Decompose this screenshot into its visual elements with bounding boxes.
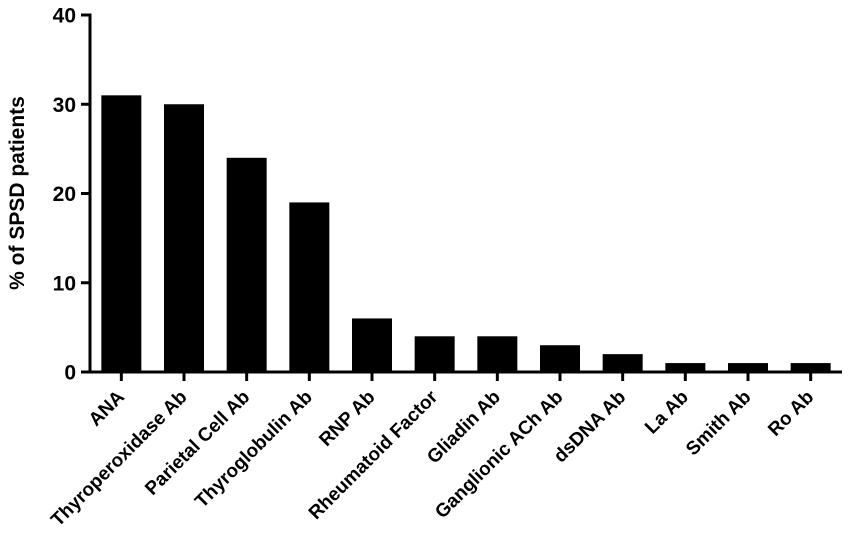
- y-tick-label: 10: [53, 272, 76, 295]
- x-category-label: Smith Ab: [682, 387, 755, 460]
- x-category-label: Thyroglobulin Ab: [191, 387, 317, 513]
- bars: [101, 95, 831, 372]
- bar: [289, 202, 330, 372]
- y-tick-label: 30: [53, 94, 76, 117]
- y-tick-label: 20: [53, 183, 76, 206]
- bar: [477, 336, 518, 372]
- bar: [414, 336, 455, 372]
- y-axis-title: % of SPSD patients: [6, 96, 29, 290]
- bar: [790, 363, 831, 372]
- bar: [352, 318, 392, 372]
- x-category-label: Ganglionic ACh Ab: [431, 387, 567, 523]
- bar: [728, 363, 768, 372]
- bar: [665, 363, 706, 372]
- bar: [101, 95, 142, 372]
- y-ticks: 0 10 20 30 40: [53, 5, 90, 385]
- y-tick-label: 0: [64, 362, 76, 385]
- x-category-label: Ro Ab: [764, 387, 818, 441]
- bar: [540, 345, 580, 372]
- bar: [602, 354, 643, 372]
- x-category-label: Parietal Cell Ab: [141, 387, 254, 500]
- x-category-label: ANA: [85, 386, 129, 430]
- x-category-label: RNP Ab: [315, 387, 379, 451]
- bar: [164, 104, 204, 372]
- bar: [226, 157, 267, 372]
- y-tick-label: 40: [53, 5, 76, 28]
- x-category-label: La Ab: [641, 387, 693, 439]
- x-ticks: [119, 372, 813, 381]
